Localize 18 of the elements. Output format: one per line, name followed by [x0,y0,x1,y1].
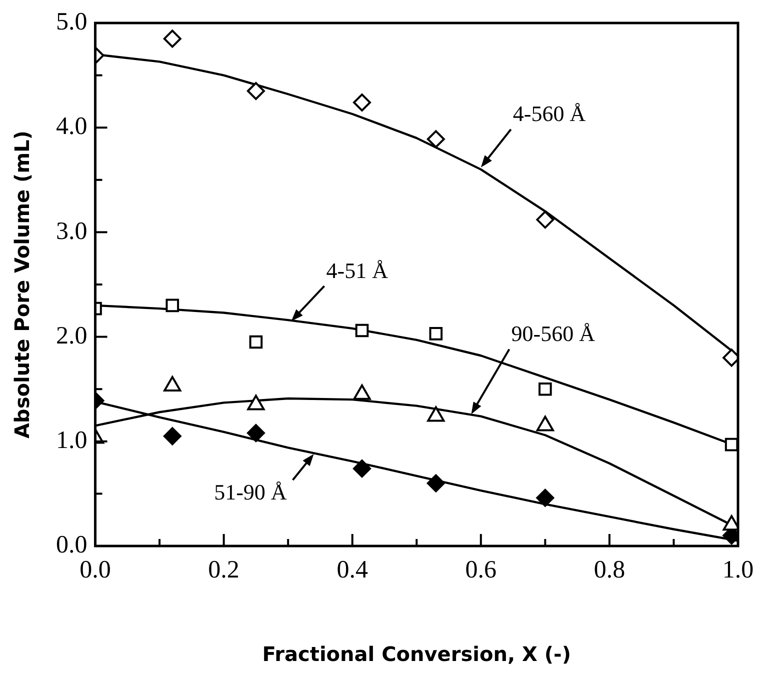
annotation: 90-560 Å [511,320,596,346]
annotation: 51-90 Å [214,480,287,505]
x-tick-label: 0.4 [336,556,368,584]
y-tick-label: 1.0 [56,426,88,454]
annotation: 4-51 Å [326,258,388,283]
x-tick-label: 0.0 [80,556,111,584]
y-tick-label: 5.0 [56,8,88,36]
y-tick-label: 4.0 [56,113,88,140]
x-tick-label: 0.6 [465,556,497,584]
x-tick-label: 1.0 [722,556,754,584]
x-tick-label: 0.2 [208,556,240,584]
y-tick-label: 0.0 [56,532,88,559]
annotation: 4-560 Å [512,101,586,126]
y-tick-label: 2.0 [56,322,88,350]
y-tick-label: 3.0 [56,218,88,245]
x-tick-label: 0.8 [594,556,626,584]
x-axis-title: Fractional Conversion, X (-) [262,642,571,666]
y-axis-title: Absolute Pore Volume (mL) [10,130,34,438]
